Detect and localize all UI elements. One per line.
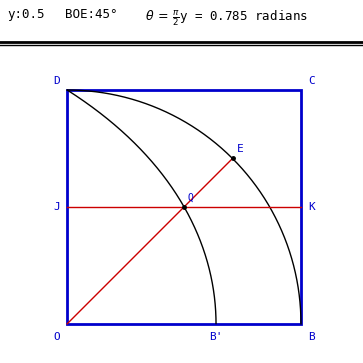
- Text: B': B': [209, 332, 223, 342]
- Text: D: D: [53, 76, 60, 86]
- Text: J: J: [53, 202, 60, 212]
- Bar: [67, 90, 301, 324]
- Text: $\theta\,=\,\frac{\pi}{2}$y = 0.785 radians: $\theta\,=\,\frac{\pi}{2}$y = 0.785 radi…: [145, 8, 308, 28]
- Text: K: K: [308, 202, 315, 212]
- Text: O: O: [53, 332, 60, 342]
- Text: E: E: [237, 144, 244, 154]
- Text: B: B: [308, 332, 315, 342]
- Text: Q: Q: [188, 192, 193, 202]
- Text: C: C: [308, 76, 315, 86]
- Text: BOE:45°: BOE:45°: [65, 8, 118, 21]
- Text: y:0.5: y:0.5: [7, 8, 45, 21]
